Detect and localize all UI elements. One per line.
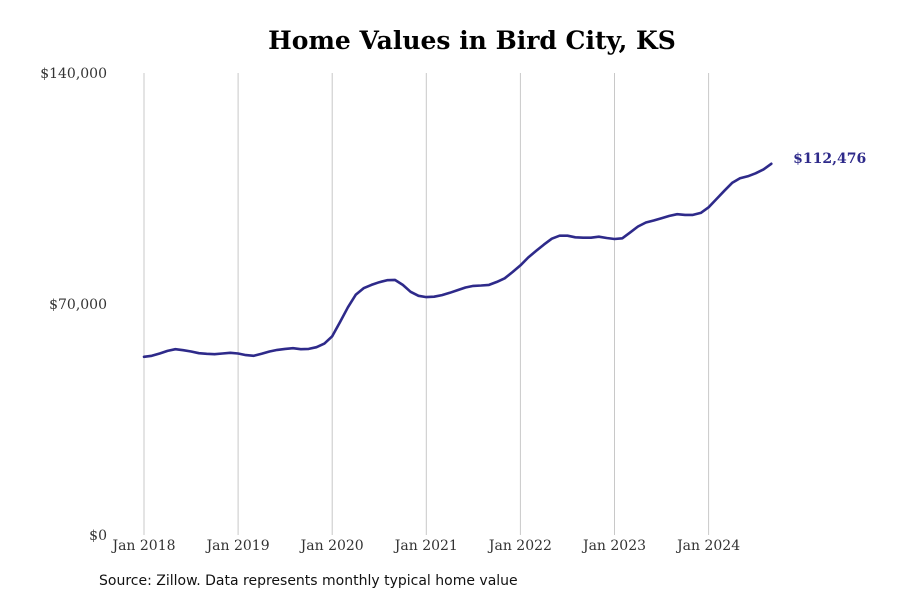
x-tick-label: Jan 2022 bbox=[487, 538, 552, 554]
x-tick-label: Jan 2020 bbox=[299, 538, 364, 554]
y-tick-label: $70,000 bbox=[49, 297, 107, 313]
y-tick-label: $140,000 bbox=[40, 66, 107, 82]
x-tick-label: Jan 2021 bbox=[393, 538, 458, 554]
end-value-label: $112,476 bbox=[793, 151, 866, 167]
y-tick-label: $0 bbox=[89, 528, 107, 544]
x-tick-label: Jan 2023 bbox=[581, 538, 646, 554]
vertical-gridlines bbox=[143, 73, 710, 535]
x-axis-tick-labels: Jan 2018 Jan 2019 Jan 2020 Jan 2021 Jan 2022… bbox=[110, 538, 740, 554]
chart-title: Home Values in Bird City, KS bbox=[268, 26, 676, 55]
series-line bbox=[142, 162, 773, 359]
y-axis-tick-labels: $0 $70,000 $140,000 bbox=[40, 66, 107, 544]
x-tick-label: Jan 2018 bbox=[110, 538, 175, 554]
x-tick-label: Jan 2024 bbox=[675, 538, 740, 554]
x-tick-label: Jan 2019 bbox=[205, 538, 270, 554]
source-note: Source: Zillow. Data represents monthly … bbox=[99, 573, 518, 589]
